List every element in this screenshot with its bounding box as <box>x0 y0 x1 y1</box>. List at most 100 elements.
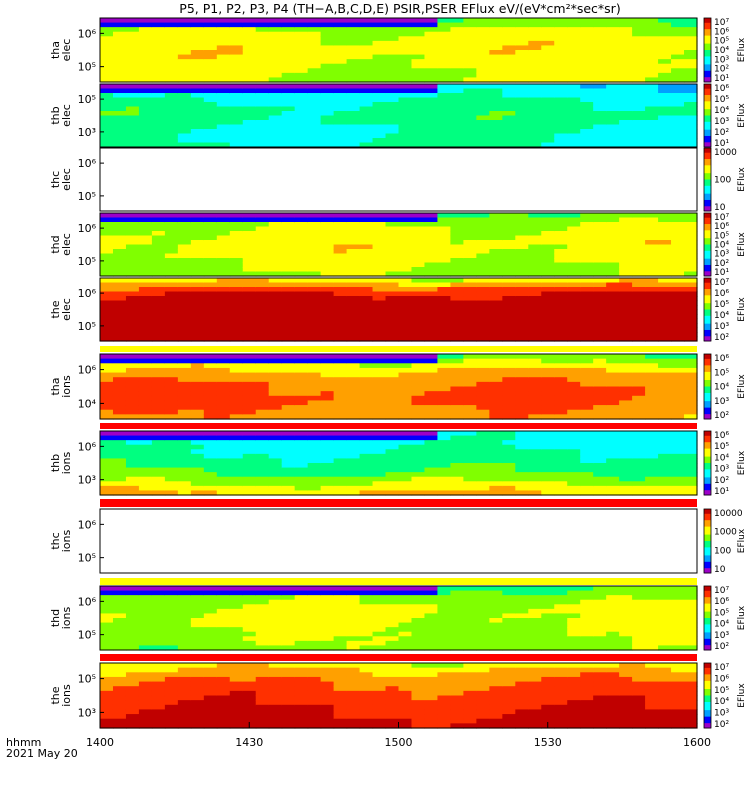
heatmap-cell <box>554 77 568 83</box>
heatmap-cell <box>463 300 477 306</box>
heatmap-cell <box>372 618 387 624</box>
heatmap-cell <box>554 309 568 315</box>
heatmap-cell <box>190 287 205 293</box>
heatmap-cell <box>463 287 477 293</box>
heatmap-cell <box>112 111 127 117</box>
heatmap-cell <box>359 271 374 277</box>
heatmap-cell <box>268 50 283 56</box>
heatmap-cell <box>138 93 153 99</box>
heatmap-cell <box>398 84 413 90</box>
colorbar-tick-label: 10⁵ <box>714 442 729 452</box>
heatmap-cell <box>112 84 127 90</box>
colorbar-frame <box>703 430 712 496</box>
heatmap-cell <box>541 636 555 642</box>
heatmap-cell <box>580 354 594 360</box>
heatmap-cell <box>203 590 218 596</box>
heatmap-cell <box>502 367 516 374</box>
heatmap-cell <box>229 481 244 487</box>
heatmap-cell <box>268 323 283 329</box>
heatmap-cell <box>567 278 581 284</box>
heatmap-cell <box>100 93 114 99</box>
heatmap-cell <box>307 226 322 232</box>
heatmap-cell <box>177 476 192 482</box>
colorbar-segment <box>704 480 711 483</box>
heatmap-cell <box>463 59 477 65</box>
heatmap-cell <box>100 400 114 406</box>
heatmap-cell <box>320 485 335 492</box>
heatmap-cell <box>476 332 490 338</box>
heatmap-cell <box>372 296 387 302</box>
heatmap-cell <box>372 405 387 411</box>
heatmap-cell <box>255 300 270 306</box>
heatmap-cell <box>437 414 452 420</box>
heatmap-cell <box>177 287 192 293</box>
heatmap-cell <box>541 622 555 628</box>
heatmap-cell <box>476 222 490 228</box>
heatmap-cell <box>658 124 672 130</box>
heatmap-cell <box>100 63 114 69</box>
heatmap-cell <box>411 63 426 69</box>
heatmap-cell <box>554 240 568 246</box>
heatmap-cell <box>190 45 205 51</box>
heatmap-cell <box>255 400 270 406</box>
heatmap-cell <box>372 115 387 121</box>
heatmap-cell <box>502 631 516 637</box>
heatmap-cell <box>463 481 477 487</box>
heatmap-cell <box>190 18 205 24</box>
heatmap-cell <box>398 395 413 402</box>
heatmap-cell <box>671 613 685 619</box>
heatmap-cell <box>216 354 231 360</box>
heatmap-cell <box>307 120 322 126</box>
heatmap-cell <box>489 449 503 455</box>
heatmap-cell <box>515 332 529 338</box>
heatmap-cell <box>580 449 594 455</box>
heatmap-cell <box>125 467 140 473</box>
heatmap-cell <box>684 296 698 302</box>
heatmap-cell <box>502 142 516 148</box>
heatmap-cell <box>190 409 205 415</box>
heatmap-cell <box>684 226 698 232</box>
heatmap-cell <box>125 622 140 628</box>
heatmap-cell <box>567 244 581 250</box>
heatmap-cell <box>658 467 672 473</box>
heatmap-cell <box>281 431 296 437</box>
heatmap-cell <box>333 287 348 293</box>
heatmap-cell <box>658 599 672 605</box>
heatmap-cell <box>476 386 490 392</box>
heatmap-cell <box>515 88 529 94</box>
heatmap-cell <box>411 231 426 237</box>
heatmap-cell <box>320 444 335 450</box>
heatmap-cell <box>112 50 127 56</box>
heatmap-cell <box>658 618 672 624</box>
heatmap-cell <box>255 296 270 302</box>
heatmap-cell <box>541 226 555 232</box>
y-tick-label: 10⁶ <box>78 364 97 377</box>
heatmap-cell <box>645 314 659 320</box>
heatmap-cell <box>619 258 633 264</box>
heatmap-cell <box>411 414 426 420</box>
heatmap-cell <box>307 249 322 255</box>
heatmap-cell <box>515 278 529 284</box>
heatmap-cell <box>671 472 685 478</box>
heatmap-cell <box>320 627 335 633</box>
heatmap-cell <box>125 222 140 228</box>
heatmap-cell <box>138 327 153 333</box>
heatmap-cell <box>100 631 114 637</box>
heatmap-cell <box>476 372 490 378</box>
heatmap-cell <box>268 604 283 610</box>
heatmap-cell <box>658 231 672 237</box>
heatmap-cell <box>177 323 192 329</box>
heatmap-cell <box>684 363 698 369</box>
heatmap-cell <box>567 595 581 601</box>
heatmap-cell <box>619 267 633 273</box>
colorbar-segment <box>704 323 711 326</box>
heatmap-cell <box>281 332 296 338</box>
heatmap-cell <box>619 93 633 99</box>
heatmap-cell <box>138 72 153 79</box>
heatmap-cell <box>593 599 607 605</box>
heatmap-cell <box>190 27 205 33</box>
colorbar-segment <box>704 634 711 637</box>
heatmap-cell <box>151 278 166 284</box>
heatmap-cell <box>671 45 685 51</box>
heatmap-cell <box>645 213 659 219</box>
